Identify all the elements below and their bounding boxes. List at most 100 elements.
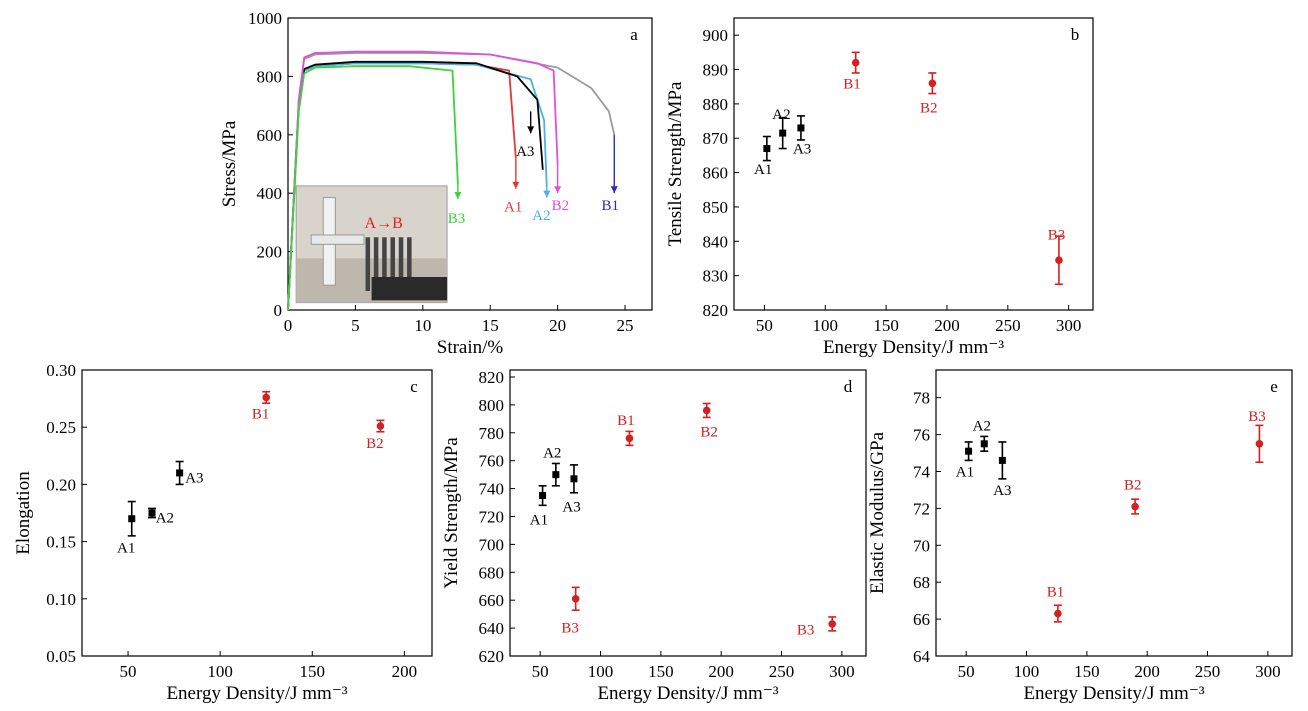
- y-tick-label: 0.25: [46, 418, 76, 437]
- point-label: B3: [1048, 227, 1066, 243]
- x-tick-label: 15: [482, 316, 499, 335]
- x-tick-label: 0: [284, 316, 293, 335]
- plot-frame: [935, 369, 1293, 657]
- marker-circle: [828, 620, 837, 628]
- y-tick-label: 0.30: [46, 361, 76, 380]
- arrow-head: [610, 186, 618, 194]
- data-point-b3: [571, 586, 580, 612]
- y-tick-label: 600: [257, 126, 283, 145]
- curve-b3: [287, 65, 459, 311]
- y-tick-label: 850: [703, 198, 729, 217]
- x-tick-label: 25: [617, 316, 634, 335]
- y-tick-label: 74: [913, 462, 931, 481]
- x-tick-label: 50: [120, 662, 137, 681]
- point-label: A1: [117, 540, 135, 556]
- data-point-a3: [569, 464, 578, 494]
- y-tick-label: 70: [913, 536, 930, 555]
- x-tick-label: 100: [1014, 662, 1040, 681]
- y-tick-label: 640: [479, 619, 505, 638]
- point-label: B1: [617, 413, 635, 429]
- x-tick-label: 250: [769, 662, 795, 681]
- y-tick-label: 78: [913, 389, 930, 408]
- data-point-b1: [851, 51, 860, 74]
- point-label: A3: [993, 483, 1011, 499]
- point-label: A2: [543, 445, 561, 461]
- x-tick-label: 300: [1255, 662, 1281, 681]
- panel-letter: d: [844, 377, 853, 396]
- inset-ruler: [371, 277, 448, 301]
- fracture-arrow-b1: [610, 134, 618, 194]
- data-point-a1: [538, 484, 547, 507]
- x-tick-label: 250: [995, 316, 1021, 335]
- marker-circle: [1131, 502, 1139, 511]
- y-axis-label: Elastic Modulus/GPa: [867, 431, 888, 594]
- data-point-b1: [625, 430, 634, 447]
- y-tick-label: 820: [479, 368, 505, 387]
- x-axis-label: Energy Density/J mm⁻³: [823, 337, 1004, 358]
- panel-letter: b: [1071, 25, 1080, 44]
- arrow-head: [554, 186, 562, 194]
- point-label: A1: [530, 512, 548, 528]
- arrow-head: [454, 192, 462, 200]
- curve-label: B2: [552, 198, 570, 214]
- data-point-a2: [148, 507, 156, 519]
- inset-specimen: [407, 237, 412, 292]
- x-tick-label: 5: [351, 316, 360, 335]
- marker-circle: [1054, 609, 1062, 618]
- point-label: B1: [1047, 584, 1065, 600]
- curve-b2: [287, 50, 559, 311]
- data-point-a3: [796, 115, 805, 141]
- panel-b-tensile-strength-chart: 50 100 150 200 250 300 820 830 840 850 860 870 880 89…: [665, 17, 1094, 358]
- marker-square: [965, 447, 973, 455]
- marker-square: [980, 440, 988, 448]
- y-tick-label: 0: [274, 301, 283, 320]
- y-tick-label: 68: [913, 573, 930, 592]
- y-tick-label: 870: [703, 129, 729, 148]
- y-tick-label: 620: [479, 647, 505, 666]
- point-label: B1: [252, 406, 270, 422]
- arrow-head: [543, 190, 551, 198]
- x-tick-label: 200: [934, 316, 960, 335]
- y-tick-label: 72: [913, 499, 930, 518]
- panel-letter: a: [630, 25, 638, 44]
- point-label: B2: [1124, 477, 1142, 493]
- inset-clamp: [310, 234, 365, 245]
- x-tick-label: 300: [1056, 316, 1082, 335]
- x-axis-label: Strain/%: [437, 337, 504, 358]
- data-point-b3: [828, 616, 837, 632]
- data-point-b1: [262, 390, 271, 404]
- x-tick-label: 100: [588, 662, 614, 681]
- x-tick-label: 100: [207, 662, 233, 681]
- plot-frame: [733, 17, 1094, 311]
- y-tick-label: 880: [703, 95, 729, 114]
- marker-square: [539, 492, 547, 500]
- curve-label: A1: [504, 199, 522, 215]
- data-point-a2: [778, 116, 787, 150]
- y-axis-label: Elongation: [13, 471, 34, 555]
- panel-a-stress-strain-chart: 0 5 10 15 20 25 0 200 400 600 800 1000 Strain/% Stres…: [219, 9, 653, 358]
- inset-specimen: [390, 237, 395, 292]
- x-tick-label: 20: [549, 316, 566, 335]
- point-label: A2: [973, 418, 991, 434]
- x-axis-label: Energy Density/J mm⁻³: [597, 683, 778, 704]
- y-tick-label: 1000: [248, 9, 282, 28]
- data-point-b3: [1054, 235, 1063, 286]
- point-label: A1: [754, 162, 772, 178]
- panel-d-yield-strength-chart: 50 100 150 200 250 300 620 640 660 680 700 720 740 76…: [441, 368, 867, 704]
- y-axis-label: Yield Strength/MPa: [441, 437, 462, 589]
- plot-frame: [81, 369, 433, 657]
- y-tick-label: 800: [479, 396, 505, 415]
- inset-specimen: [382, 237, 387, 292]
- x-tick-label: 150: [300, 662, 326, 681]
- marker-square: [128, 515, 136, 523]
- data-point-a2: [551, 462, 560, 487]
- x-tick-label: 200: [392, 662, 418, 681]
- marker-square: [176, 469, 184, 477]
- curve-label: B1: [601, 198, 619, 214]
- y-tick-label: 0.05: [46, 647, 76, 666]
- marker-square: [797, 124, 805, 132]
- y-tick-label: 720: [479, 507, 505, 526]
- curve-label: B3: [448, 211, 466, 227]
- curve-label: A2: [532, 208, 550, 224]
